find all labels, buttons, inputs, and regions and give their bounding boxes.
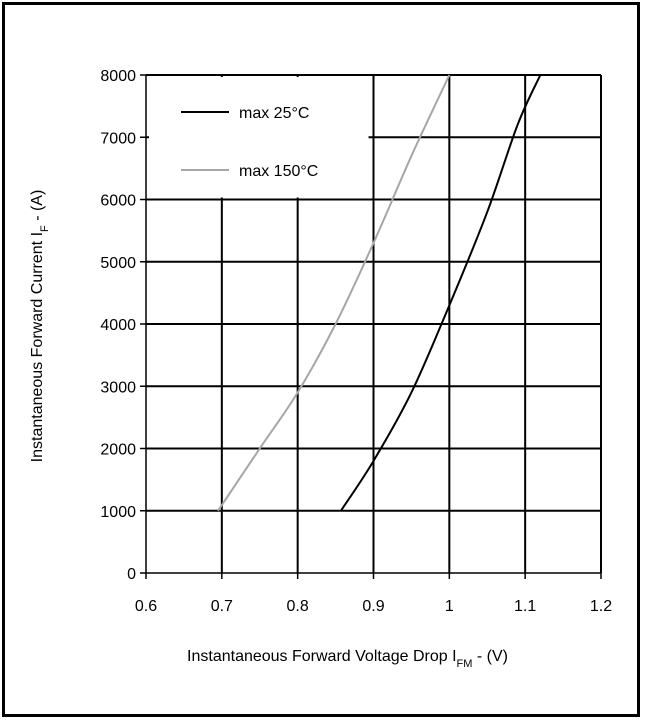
legend: max 25°C max 150°C (149, 77, 369, 198)
x-tick-label: 0.6 (135, 598, 157, 615)
chart-frame: max 25°C max 150°C 0 1000 2000 3000 4000 5000 6… (2, 2, 640, 717)
x-tick-label: 0.8 (287, 598, 309, 615)
y-tick-label: 6000 (100, 193, 136, 210)
grid (146, 74, 602, 573)
x-tick-label: 1.2 (590, 598, 612, 615)
y-tick-label: 2000 (100, 442, 136, 459)
y-tick-label: 8000 (100, 68, 136, 85)
series-line (340, 74, 542, 512)
series-line (217, 74, 451, 512)
series-group (217, 74, 542, 512)
x-tick-label: 1.1 (514, 598, 536, 615)
legend-box (149, 77, 369, 198)
x-tick-label: 0.9 (362, 598, 384, 615)
legend-label: max 150°C (239, 163, 318, 180)
y-tick-label: 7000 (100, 130, 136, 147)
x-tick-label: 0.7 (211, 598, 233, 615)
x-tick-label: 1 (445, 598, 454, 615)
y-tick-label: 5000 (100, 255, 136, 272)
x-axis-title: Instantaneous Forward Voltage Drop IFM -… (187, 648, 508, 670)
y-tick-label: 4000 (100, 317, 136, 334)
y-tick-label: 1000 (100, 504, 136, 521)
axes (140, 74, 602, 579)
y-tick-label: 0 (127, 566, 136, 583)
legend-label: max 25°C (239, 105, 309, 122)
tick-labels: 0 1000 2000 3000 4000 5000 6000 7000 8000 0.6 0.7 0… (100, 68, 612, 615)
y-tick-label: 3000 (100, 379, 136, 396)
y-axis-title: Instantaneous Forward Current IF - (A) (29, 190, 51, 463)
chart-svg: max 25°C max 150°C 0 1000 2000 3000 4000 5000 6… (29, 68, 612, 670)
